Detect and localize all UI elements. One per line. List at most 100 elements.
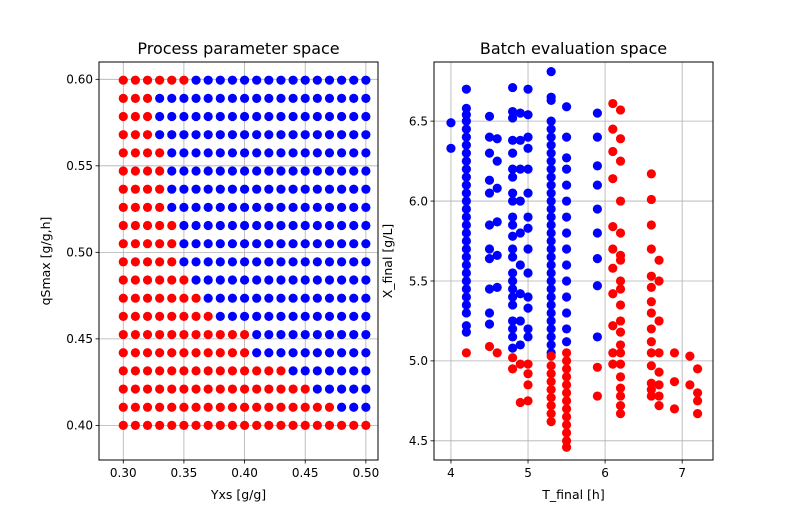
data-point <box>252 257 262 267</box>
data-point <box>215 166 225 176</box>
x-tick-label: 0.45 <box>292 466 319 480</box>
x-axis-label: Yxs [g/g] <box>210 487 266 502</box>
data-point <box>324 329 335 340</box>
data-point <box>142 93 153 103</box>
data-point <box>288 130 298 140</box>
data-point <box>191 111 201 122</box>
data-point <box>191 384 201 394</box>
data-point <box>276 384 286 394</box>
data-point <box>227 75 238 85</box>
data-point <box>561 428 572 438</box>
data-point <box>252 384 262 394</box>
data-point <box>508 316 518 326</box>
data-point <box>130 166 140 176</box>
data-point <box>523 84 533 94</box>
data-point <box>288 239 298 249</box>
data-point <box>130 130 140 140</box>
data-point <box>324 293 335 303</box>
data-point <box>337 130 347 140</box>
data-point <box>508 231 518 241</box>
data-point <box>324 311 335 321</box>
data-point <box>252 329 262 340</box>
data-point <box>179 184 189 194</box>
scatter-points <box>118 75 371 430</box>
data-point <box>215 220 225 231</box>
data-point <box>324 348 335 358</box>
data-point <box>508 364 518 374</box>
data-point <box>324 220 335 231</box>
data-point <box>561 372 572 382</box>
data-point <box>252 166 262 176</box>
axes-frame <box>433 61 714 461</box>
y-tick-label: 0.60 <box>66 73 93 87</box>
data-point <box>508 148 518 158</box>
data-point <box>515 397 525 408</box>
data-point <box>203 75 213 85</box>
data-point <box>492 134 502 144</box>
data-point <box>130 148 140 158</box>
data-point <box>227 257 238 267</box>
data-point <box>492 348 502 358</box>
data-point <box>484 175 495 185</box>
data-point <box>288 420 298 430</box>
data-point <box>155 130 165 140</box>
data-point <box>515 316 525 326</box>
data-point <box>361 184 371 194</box>
data-point <box>252 420 262 430</box>
data-point <box>561 153 572 163</box>
data-point <box>179 366 189 376</box>
data-point <box>508 268 518 278</box>
data-point <box>561 196 572 206</box>
data-point <box>215 202 225 212</box>
data-point <box>523 292 533 302</box>
data-point <box>203 366 213 376</box>
data-point <box>461 321 471 331</box>
data-point <box>324 184 335 194</box>
data-point <box>508 252 518 262</box>
data-point <box>546 340 556 350</box>
data-point <box>118 311 128 321</box>
data-point <box>324 130 335 140</box>
data-point <box>130 293 140 303</box>
data-point <box>167 111 177 122</box>
data-point <box>324 402 335 412</box>
data-point <box>361 220 371 231</box>
data-point <box>276 184 286 194</box>
data-point <box>324 257 335 267</box>
data-point <box>508 172 518 182</box>
data-point <box>546 180 556 190</box>
data-point <box>523 324 533 334</box>
data-point <box>561 364 572 374</box>
data-point <box>239 184 250 194</box>
data-point <box>515 228 525 238</box>
data-point <box>264 293 274 303</box>
data-point <box>546 148 556 158</box>
data-point <box>227 166 238 176</box>
data-point <box>508 284 518 294</box>
data-point <box>288 202 298 212</box>
data-point <box>227 293 238 303</box>
data-point <box>484 220 495 230</box>
data-point <box>130 402 140 412</box>
data-point <box>167 293 177 303</box>
data-point <box>461 212 471 222</box>
data-point <box>239 130 250 140</box>
data-point <box>167 329 177 340</box>
data-point <box>337 93 347 103</box>
y-tick-label: 0.45 <box>66 332 93 346</box>
data-point <box>349 202 359 212</box>
data-point <box>361 239 371 249</box>
data-point <box>546 351 556 361</box>
data-point <box>592 161 602 171</box>
data-point <box>239 311 250 321</box>
data-point <box>461 292 471 302</box>
data-point <box>654 316 664 326</box>
data-point <box>118 239 128 249</box>
data-point <box>191 148 201 158</box>
data-point <box>264 93 274 103</box>
data-point <box>349 293 359 303</box>
data-point <box>461 228 471 238</box>
data-point <box>592 180 602 190</box>
data-point <box>215 275 225 285</box>
data-point <box>461 244 471 254</box>
